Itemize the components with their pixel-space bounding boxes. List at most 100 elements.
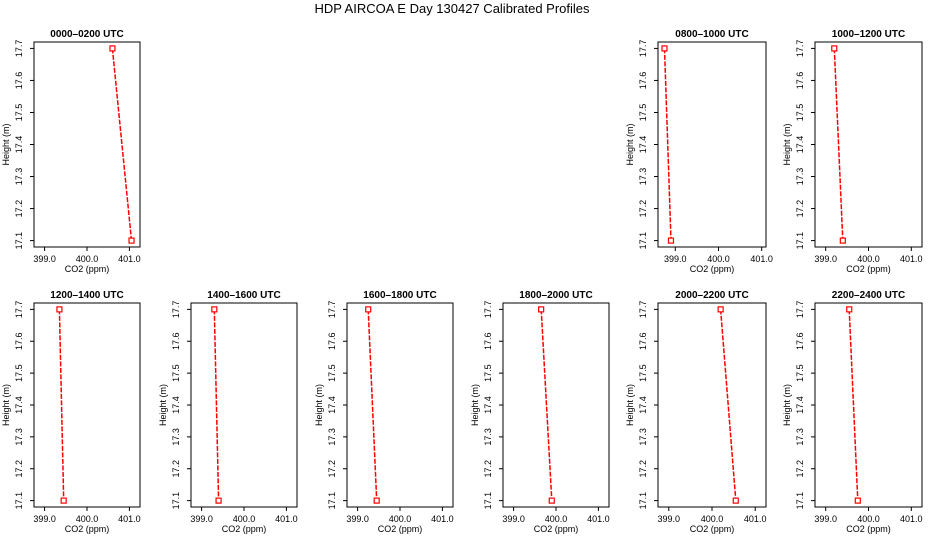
plot-frame [814,302,923,508]
y-tick-label: 17.1 [638,492,648,510]
panel-title: 0800–1000 UTC [675,29,748,40]
series-line [111,48,133,241]
y-tick-label: 17.6 [795,72,805,90]
plot-frame [657,302,767,508]
x-axis-label: CO2 (ppm) [846,524,891,534]
x-axis-label: CO2 (ppm) [690,264,735,274]
series-line [719,309,737,501]
y-tick-label: 17.5 [638,364,648,382]
y-tick-label: 17.1 [14,232,24,250]
y-tick-label: 17.3 [795,168,805,186]
panel-title: 1000–1200 UTC [832,29,905,40]
x-axis-label: CO2 (ppm) [846,264,891,274]
y-tick-label: 17.1 [638,232,648,250]
y-tick-label: 17.2 [795,200,805,218]
x-tick-label: 400.0 [76,254,99,264]
y-tick-label: 17.5 [795,104,805,122]
panel-title: 1200–1400 UTC [50,290,123,301]
x-tick-label: 401.0 [431,514,454,524]
x-tick-label: 401.0 [900,514,923,524]
y-tick-label: 17.1 [327,492,337,510]
plot-frame [190,302,298,508]
series-line [367,309,378,501]
y-tick-label: 17.5 [14,364,24,382]
series-line [663,48,672,241]
x-tick-label: 400.0 [233,514,256,524]
panel-title: 2200–2400 UTC [832,290,905,301]
x-tick-label: 400.0 [389,514,412,524]
y-tick-label: 17.3 [171,428,181,446]
plot-frame [814,41,923,248]
chart-panel: 0800–1000 UTC 399.0 400.0 401.0 17.1 17.2 17.3… [625,29,773,274]
chart-panel: 1400–1600 UTC 399.0 400.0 401.0 17.1 17.2 17.3… [158,290,298,534]
x-tick-label: 401.0 [750,254,773,264]
y-tick-label: 17.2 [483,460,493,478]
x-tick-label: 399.0 [814,254,837,264]
x-tick-label: 400.0 [857,514,880,524]
x-tick-label: 399.0 [502,514,525,524]
y-tick-label: 17.3 [483,428,493,446]
data-point [215,497,222,504]
panel-title: 1400–1600 UTC [207,290,280,301]
y-tick-label: 17.4 [14,396,24,414]
data-point [717,306,724,313]
y-tick-label: 17.6 [171,332,181,350]
y-tick-label: 17.2 [795,460,805,478]
y-tick-label: 17.4 [795,396,805,414]
y-tick-label: 17.7 [483,301,493,319]
y-tick-label: 17.4 [483,396,493,414]
data-point [538,306,545,313]
y-tick-label: 17.7 [795,301,805,319]
y-axis-label: Height (m) [782,384,792,426]
series-line [58,309,65,501]
y-axis-label: Height (m) [158,384,168,426]
data-point [56,306,63,313]
series-line [833,48,844,241]
plot-frame [346,302,454,508]
x-tick-label: 400.0 [707,254,730,264]
data-point [60,497,67,504]
x-tick-label: 400.0 [545,514,568,524]
series-line [540,309,553,501]
panel-title: 1800–2000 UTC [519,290,592,301]
y-tick-label: 17.5 [327,364,337,382]
data-point [365,306,372,313]
data-point [732,497,739,504]
x-tick-label: 401.0 [118,254,141,264]
x-tick-label: 401.0 [275,514,298,524]
x-tick-label: 399.0 [33,254,56,264]
y-tick-label: 17.5 [483,364,493,382]
y-tick-label: 17.4 [638,396,648,414]
x-axis-label: CO2 (ppm) [222,524,267,534]
y-tick-label: 17.1 [795,492,805,510]
y-tick-label: 17.1 [483,492,493,510]
y-tick-label: 17.6 [795,332,805,350]
x-tick-label: 399.0 [664,254,687,264]
y-tick-label: 17.5 [795,364,805,382]
data-point [846,306,853,313]
plot-frame [657,41,767,248]
y-tick-label: 17.3 [14,168,24,186]
x-axis-label: CO2 (ppm) [65,524,110,534]
x-axis-label: CO2 (ppm) [534,524,579,534]
chart-panel: 1200–1400 UTC 399.0 400.0 401.0 17.1 17.2 17.3… [1,290,141,534]
x-tick-label: 399.0 [346,514,369,524]
series-line [848,309,859,501]
y-tick-label: 17.3 [795,428,805,446]
y-tick-label: 17.4 [795,136,805,154]
y-tick-label: 17.2 [327,460,337,478]
y-tick-label: 17.7 [638,301,648,319]
plot-frame [33,41,141,248]
y-axis-label: Height (m) [782,123,792,165]
x-tick-label: 401.0 [900,254,923,264]
y-tick-label: 17.2 [171,460,181,478]
data-point [373,497,380,504]
y-tick-label: 17.2 [14,460,24,478]
y-tick-label: 17.7 [327,301,337,319]
data-point [661,45,668,52]
y-tick-label: 17.6 [14,332,24,350]
x-tick-label: 399.0 [814,514,837,524]
y-axis-label: Height (m) [470,384,480,426]
y-tick-label: 17.7 [14,301,24,319]
